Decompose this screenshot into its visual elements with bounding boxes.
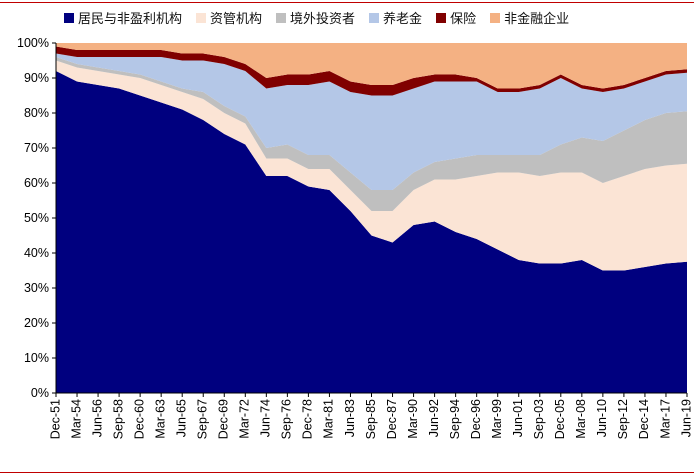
- x-tick-label: Mar-54: [69, 399, 83, 439]
- legend-label: 居民与非盈利机构: [78, 12, 183, 27]
- y-tick-label: 20%: [24, 316, 49, 330]
- x-tick-label: Sep-12: [616, 399, 630, 439]
- x-tick-label: Mar-90: [406, 399, 420, 439]
- legend-item-pensions: 养老金: [369, 8, 422, 27]
- x-tick-label: Dec-69: [217, 399, 231, 439]
- legend-item-foreign-investors: 境外投资者: [276, 8, 355, 27]
- bottom-frame-line: [0, 472, 694, 473]
- y-tick-label: 100%: [17, 36, 49, 50]
- x-tick-label: Dec-78: [301, 399, 315, 439]
- x-tick-label: Dec-51: [48, 399, 62, 439]
- legend-label: 境外投资者: [290, 12, 356, 27]
- x-tick-label: Mar-81: [322, 399, 336, 439]
- x-tick-label: Dec-14: [637, 399, 651, 439]
- y-tick-label: 90%: [24, 71, 49, 85]
- legend-swatch: [276, 12, 287, 23]
- y-tick-label: 0%: [31, 386, 49, 400]
- x-tick-label: Jun-92: [427, 399, 441, 437]
- legend-item-households: 居民与非盈利机构: [64, 8, 182, 27]
- x-tick-label: Jun-74: [259, 399, 273, 437]
- top-frame-line: [0, 2, 694, 3]
- y-tick-label: 80%: [24, 106, 49, 120]
- x-tick-label: Dec-96: [469, 399, 483, 439]
- legend-swatch: [369, 12, 380, 23]
- area-series-2: [56, 57, 687, 211]
- y-tick-label: 50%: [24, 211, 49, 225]
- legend-label: 非金融企业: [504, 12, 570, 27]
- x-tick-label: Sep-03: [532, 399, 546, 439]
- legend-swatch: [196, 12, 207, 23]
- x-tick-label: Jun-01: [511, 399, 525, 437]
- x-tick-label: Jun-65: [174, 399, 188, 437]
- x-tick-label: Jun-19: [679, 399, 693, 437]
- y-tick-label: 70%: [24, 141, 49, 155]
- area-series-4: [56, 46, 687, 96]
- x-tick-label: Sep-76: [280, 399, 294, 439]
- legend-label: 保险: [450, 12, 477, 27]
- y-tick-label: 10%: [24, 351, 49, 365]
- x-tick-label: Mar-17: [658, 399, 672, 439]
- legend-item-nonfinancial-corps: 非金融企业: [490, 8, 569, 27]
- x-tick-label: Dec-05: [553, 399, 567, 439]
- legend-label: 养老金: [383, 12, 423, 27]
- y-tick-label: 30%: [24, 281, 49, 295]
- x-tick-label: Sep-94: [448, 399, 462, 439]
- area-series-group: [56, 43, 687, 393]
- area-series-5: [56, 43, 687, 89]
- area-series-3: [56, 53, 687, 190]
- chart-legend: 居民与非盈利机构 资管机构 境外投资者 养老金 保险 非金融企业: [64, 8, 569, 27]
- x-tick-label: Jun-83: [343, 399, 357, 437]
- x-tick-label: Sep-67: [196, 399, 210, 439]
- legend-label: 资管机构: [210, 12, 263, 27]
- x-tick-label: Mar-08: [574, 399, 588, 439]
- y-tick-label: 60%: [24, 176, 49, 190]
- area-series-1: [56, 60, 687, 271]
- x-tick-label: Mar-72: [238, 399, 252, 439]
- legend-item-asset-managers: 资管机构: [196, 8, 262, 27]
- x-tick-label: Mar-99: [490, 399, 504, 439]
- x-tick-label: Sep-58: [111, 399, 125, 439]
- x-tick-label: Sep-85: [364, 399, 378, 439]
- x-tick-label: Jun-56: [90, 399, 104, 437]
- x-tick-label: Jun-10: [595, 399, 609, 437]
- x-tick-label: Dec-87: [385, 399, 399, 439]
- x-tick-label: Mar-63: [153, 399, 167, 439]
- x-tick-label: Dec-60: [132, 399, 146, 439]
- axes-group: 0% 10% 20% 30% 40% 50% 60% 70% 80% 90% 100% Dec-51 M…: [17, 36, 693, 439]
- legend-item-insurance: 保险: [436, 8, 476, 27]
- y-tick-label: 40%: [24, 246, 49, 260]
- legend-swatch: [436, 12, 447, 23]
- area-series-0: [56, 71, 687, 393]
- legend-swatch: [490, 12, 501, 23]
- legend-swatch: [64, 12, 74, 23]
